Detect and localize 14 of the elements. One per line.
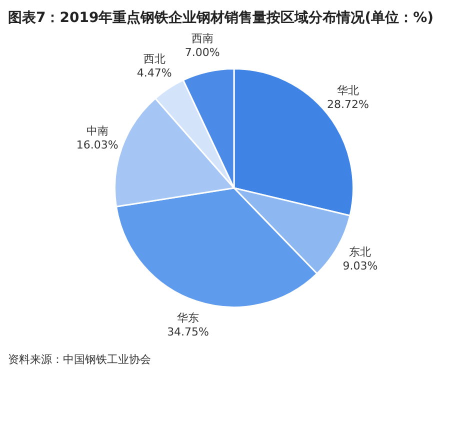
slice-label: 华北 [336, 84, 359, 97]
slice-label: 中南 [86, 124, 108, 138]
slice-label: 西北 [143, 52, 166, 66]
data-label: 16.03% [76, 138, 118, 152]
data-label: 4.47% [136, 66, 172, 80]
data-label: 34.75% [167, 326, 210, 339]
slice-label: 西南 [191, 32, 214, 46]
chart-title: 图表7：2019年重点钢铁企业钢材销售量按区域分布情况(单位：%) [8, 9, 435, 28]
slice-label: 华东 [177, 312, 200, 325]
slice-label: 东北 [349, 246, 372, 259]
data-label: 28.72% [327, 98, 369, 111]
data-label: 7.00% [184, 46, 220, 60]
data-label: 9.03% [342, 260, 378, 273]
text: 资料来源：中国钢铁工业协会 [8, 352, 152, 367]
